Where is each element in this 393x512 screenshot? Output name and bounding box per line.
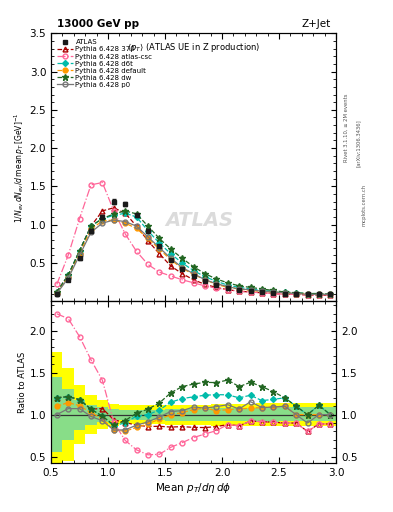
Text: [arXiv:1306.3436]: [arXiv:1306.3436] bbox=[356, 119, 361, 167]
Text: Rivet 3.1.10, ≥ 2M events: Rivet 3.1.10, ≥ 2M events bbox=[344, 94, 349, 162]
Y-axis label: $1/N_{ev}\,dN_{ev}/d\,\mathrm{mean}\,p_T\,[\mathrm{GeV}]^{-1}$: $1/N_{ev}\,dN_{ev}/d\,\mathrm{mean}\,p_T… bbox=[13, 112, 27, 223]
Text: 13000 GeV pp: 13000 GeV pp bbox=[57, 19, 139, 29]
Legend: ATLAS, Pythia 6.428 370, Pythia 6.428 atlas-csc, Pythia 6.428 d6t, Pythia 6.428 : ATLAS, Pythia 6.428 370, Pythia 6.428 at… bbox=[57, 39, 152, 88]
Y-axis label: Ratio to ATLAS: Ratio to ATLAS bbox=[18, 352, 27, 413]
X-axis label: Mean $p_T/d\eta\,d\phi$: Mean $p_T/d\eta\,d\phi$ bbox=[155, 481, 232, 495]
Text: $\langle p_T\rangle$ (ATLAS UE in Z production): $\langle p_T\rangle$ (ATLAS UE in Z prod… bbox=[127, 41, 260, 54]
Text: mcplots.cern.ch: mcplots.cern.ch bbox=[362, 184, 367, 226]
Text: ATLAS: ATLAS bbox=[165, 211, 233, 230]
Text: Z+Jet: Z+Jet bbox=[301, 19, 330, 29]
